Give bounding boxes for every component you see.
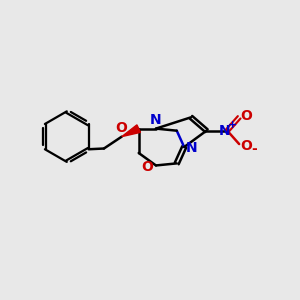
Polygon shape bbox=[122, 125, 140, 136]
Text: O: O bbox=[141, 160, 153, 174]
Text: N: N bbox=[186, 141, 197, 154]
Text: O: O bbox=[241, 109, 253, 123]
Text: O: O bbox=[241, 139, 253, 152]
Text: N: N bbox=[150, 113, 162, 127]
Text: -: - bbox=[251, 142, 257, 156]
Text: N: N bbox=[218, 124, 230, 138]
Text: +: + bbox=[228, 120, 237, 130]
Text: O: O bbox=[115, 121, 127, 135]
